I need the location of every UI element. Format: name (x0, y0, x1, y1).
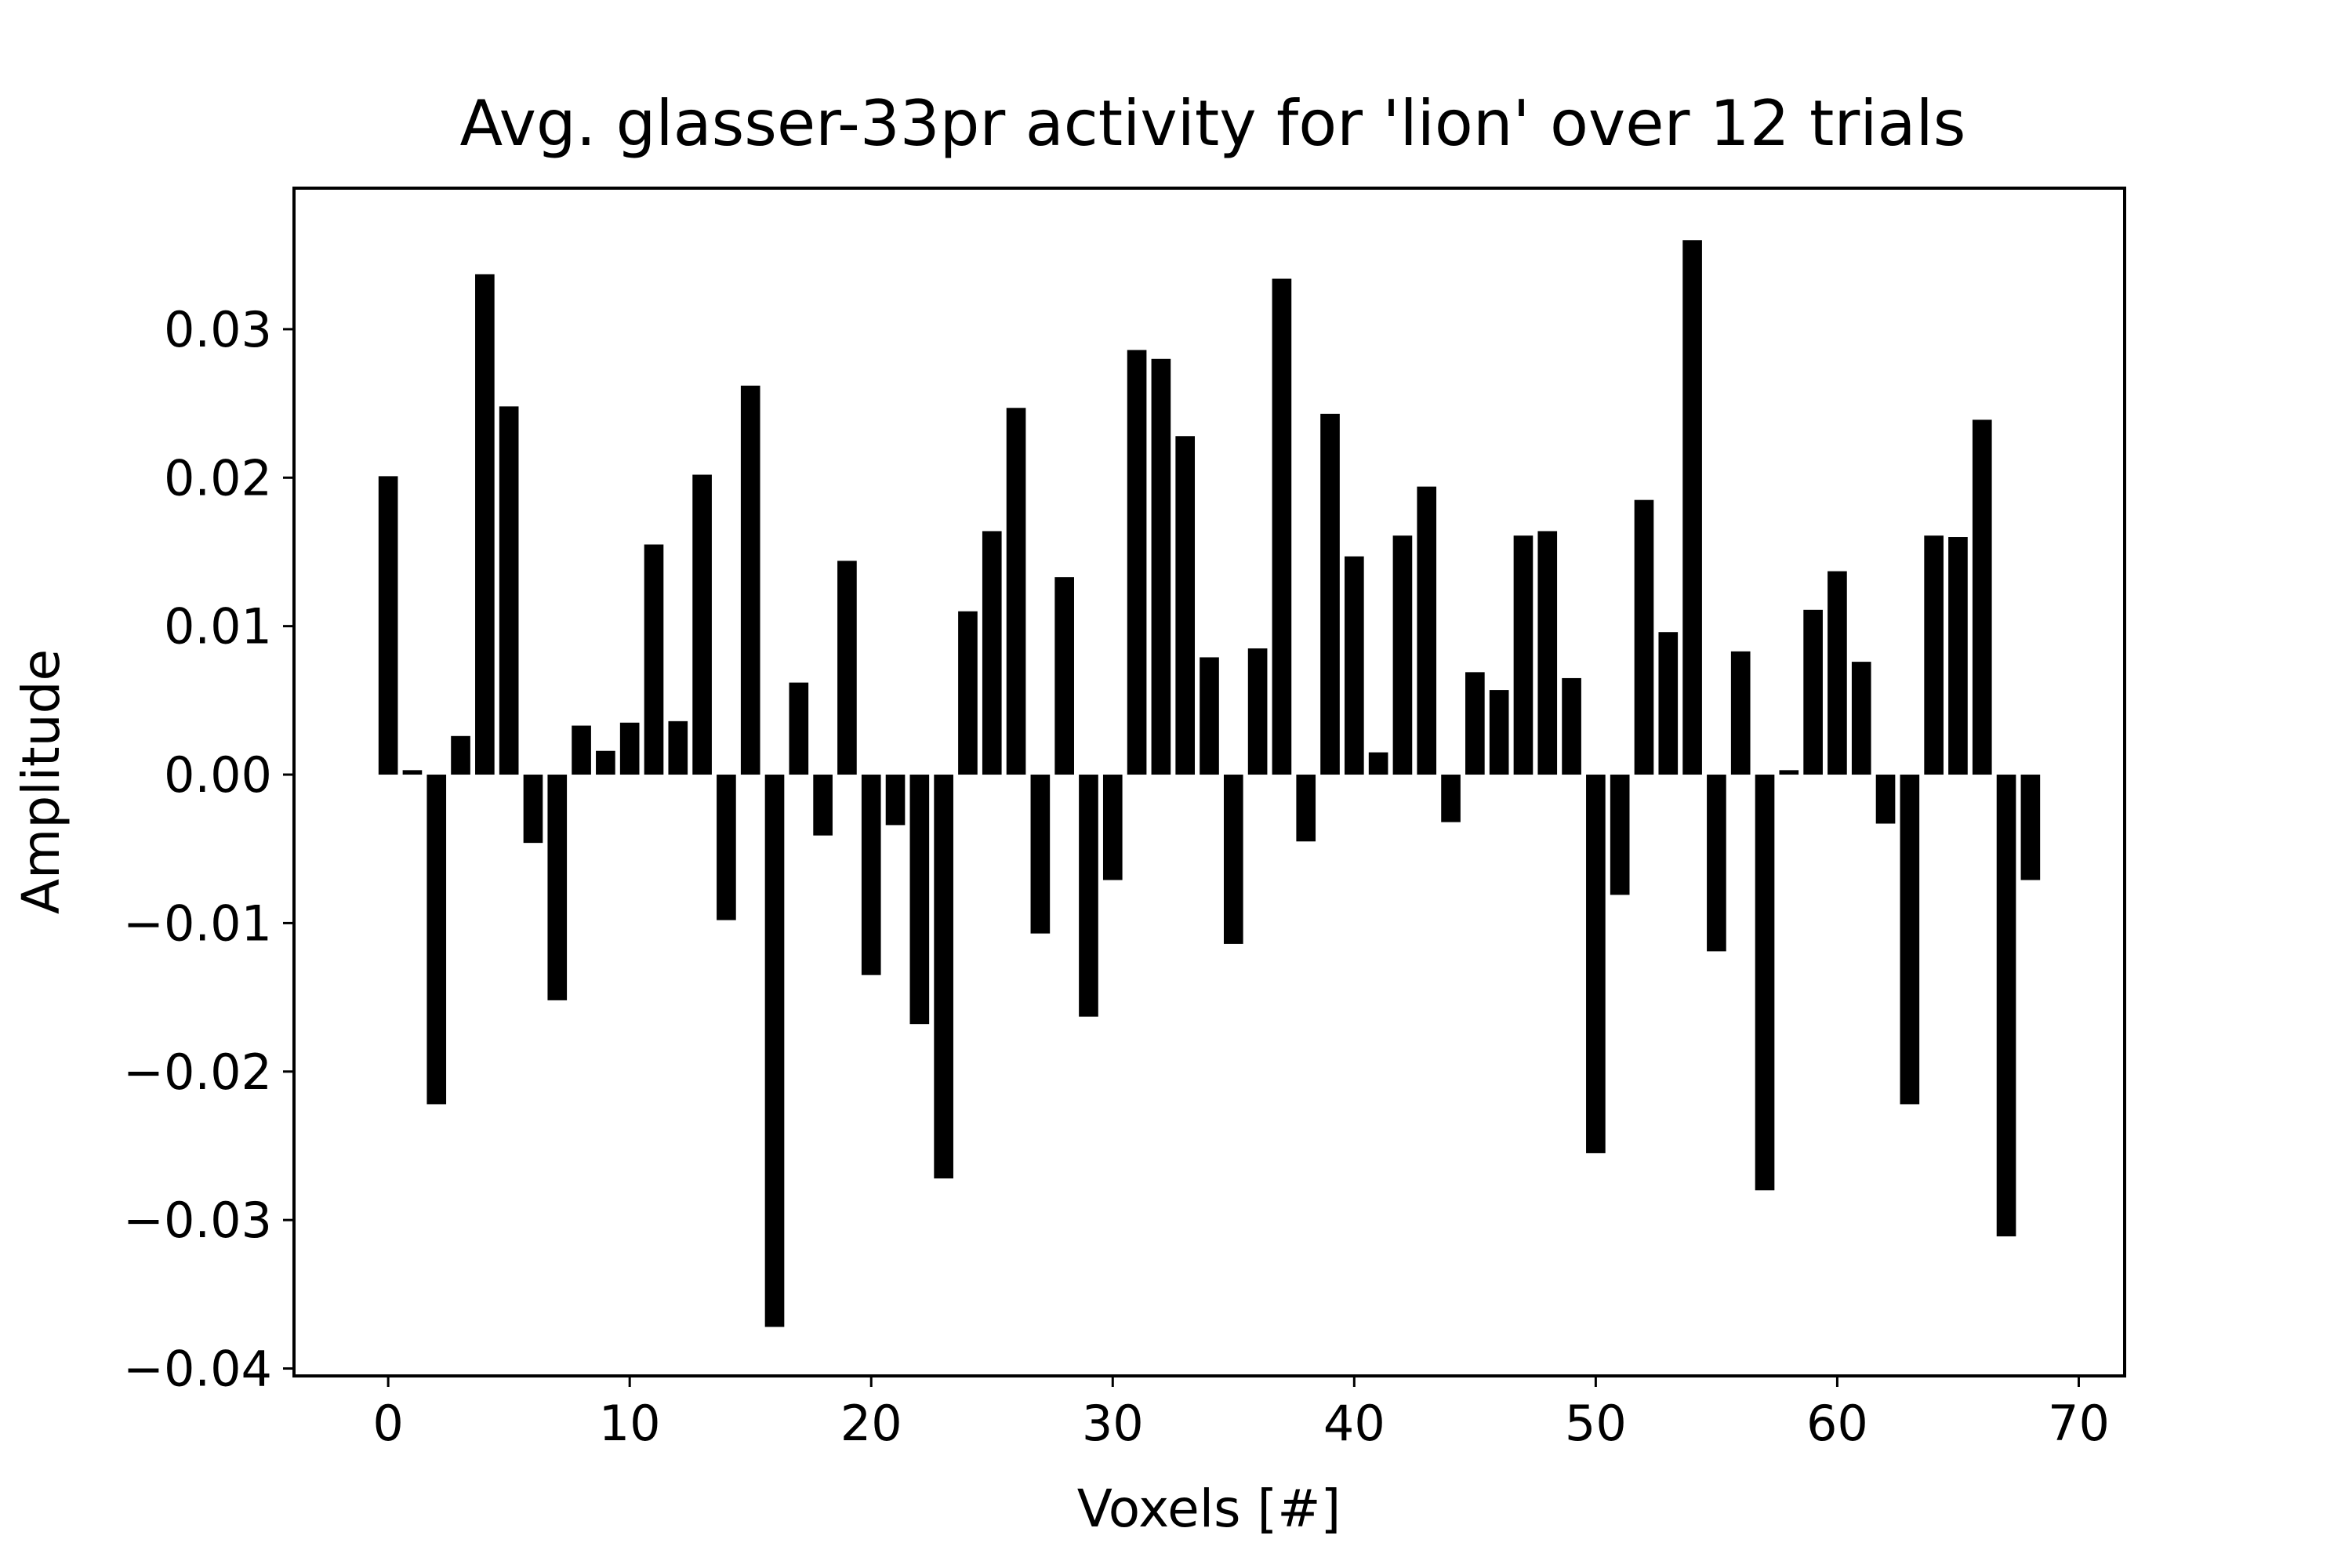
y-tick-label: −0.03 (123, 1192, 272, 1249)
x-axis-label: Voxels [#] (1077, 1479, 1341, 1539)
bar-27 (1030, 775, 1051, 934)
bar-37 (1272, 278, 1292, 775)
bar-30 (1102, 775, 1123, 880)
bar-21 (885, 775, 906, 826)
bar-58 (1779, 770, 1799, 775)
y-tick-label: −0.01 (123, 895, 272, 952)
y-tick-label: −0.04 (123, 1341, 272, 1398)
x-tick-label: 60 (1806, 1395, 1868, 1452)
bar-47 (1513, 535, 1534, 775)
bar-11 (644, 544, 664, 775)
chart-title: Avg. glasser-33pr activity for 'lion' ov… (460, 87, 1966, 160)
bar-45 (1465, 672, 1485, 775)
bar-23 (934, 775, 953, 1179)
bar-50 (1586, 775, 1606, 1153)
bar-38 (1296, 775, 1316, 842)
bar-48 (1537, 531, 1558, 775)
bar-31 (1127, 350, 1147, 775)
y-axis: 0.03 0.02 0.01 0.00 −0.01 −0.02 −0.03 −0.04 (123, 301, 294, 1398)
bar-33 (1175, 436, 1196, 775)
bar-2 (426, 775, 447, 1105)
bar-7 (547, 775, 568, 1000)
bar-42 (1392, 535, 1413, 775)
x-tick-label: 70 (2048, 1395, 2110, 1452)
bar-10 (619, 722, 640, 775)
y-tick-label: 0.02 (164, 449, 272, 506)
bar-55 (1707, 775, 1726, 952)
bar-1 (402, 770, 423, 775)
bar-66 (1972, 419, 1992, 775)
bar-4 (475, 274, 495, 775)
bar-64 (1924, 535, 1944, 775)
bar-20 (861, 775, 881, 975)
y-tick-label: −0.02 (123, 1044, 272, 1101)
x-tick-label: 0 (372, 1395, 403, 1452)
x-tick-label: 20 (840, 1395, 902, 1452)
y-tick-label: 0.00 (164, 746, 272, 804)
bar-54 (1682, 240, 1702, 775)
bar-34 (1200, 657, 1219, 775)
x-tick-label: 30 (1082, 1395, 1144, 1452)
bar-59 (1803, 609, 1823, 775)
bar-62 (1875, 775, 1896, 824)
bar-44 (1441, 775, 1461, 822)
bar-19 (837, 561, 857, 775)
bars-group (378, 240, 2041, 1327)
bar-43 (1417, 486, 1437, 775)
bar-52 (1634, 499, 1654, 775)
bar-16 (764, 775, 785, 1327)
bar-40 (1345, 556, 1364, 775)
bar-5 (499, 406, 519, 775)
bar-6 (523, 775, 543, 844)
bar-3 (451, 735, 470, 775)
bar-36 (1247, 648, 1268, 775)
bar-18 (813, 775, 833, 836)
bar-29 (1079, 775, 1098, 1017)
bar-41 (1368, 752, 1388, 775)
x-tick-label: 40 (1323, 1395, 1385, 1452)
bar-14 (717, 775, 736, 920)
bar-8 (572, 725, 591, 775)
bar-51 (1610, 775, 1630, 895)
bar-26 (1006, 408, 1026, 775)
bar-63 (1900, 775, 1920, 1105)
bar-28 (1054, 577, 1074, 775)
bar-9 (596, 750, 615, 775)
bar-22 (909, 775, 930, 1025)
bar-65 (1948, 537, 1968, 775)
bar-13 (692, 474, 712, 775)
y-tick-label: 0.03 (164, 301, 272, 358)
bar-32 (1151, 358, 1171, 775)
bar-53 (1658, 632, 1679, 775)
bar-57 (1755, 775, 1775, 1191)
x-axis: 0 10 20 30 40 50 60 70 (372, 1376, 2110, 1452)
bar-15 (740, 385, 760, 775)
bar-39 (1320, 413, 1340, 775)
bar-68 (2020, 775, 2041, 880)
bar-61 (1851, 662, 1871, 775)
bar-25 (982, 531, 1002, 775)
plot-frame (292, 187, 2126, 1377)
bar-35 (1223, 775, 1243, 944)
bar-0 (378, 476, 398, 775)
bar-17 (789, 682, 809, 775)
bar-56 (1730, 651, 1751, 775)
bar-49 (1562, 677, 1581, 775)
bar-46 (1489, 690, 1509, 775)
bar-67 (1996, 775, 2016, 1236)
bar-24 (958, 611, 978, 775)
bar-12 (668, 720, 688, 775)
x-tick-label: 50 (1565, 1395, 1627, 1452)
y-axis-label: Amplitude (11, 649, 71, 914)
y-tick-label: 0.01 (164, 598, 272, 655)
bar-60 (1828, 571, 1847, 775)
x-tick-label: 10 (599, 1395, 661, 1452)
